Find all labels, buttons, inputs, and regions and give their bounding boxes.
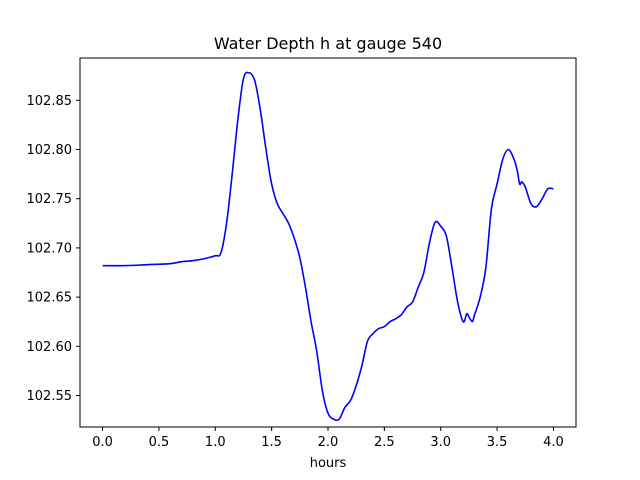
x-tick-label: 3.0 (430, 435, 451, 450)
y-tick-label: 102.55 (27, 389, 73, 404)
chart-title: Water Depth h at gauge 540 (214, 34, 442, 53)
y-tick-label: 102.80 (27, 143, 73, 158)
x-tick-label: 2.5 (374, 435, 395, 450)
x-tick-label: 0.0 (92, 435, 113, 450)
x-tick-label: 1.5 (261, 435, 282, 450)
y-tick-label: 102.85 (27, 94, 73, 109)
x-tick-label: 1.0 (205, 435, 226, 450)
x-tick-label: 4.0 (543, 435, 564, 450)
x-axis-ticks: 0.0 0.5 1.0 1.5 2.0 2.5 3.0 3.5 4.0 (92, 427, 564, 450)
y-axis-ticks: 102.55 102.60 102.65 102.70 102.75 102.80 102.… (27, 94, 80, 404)
x-axis-label: hours (310, 456, 347, 471)
y-tick-label: 102.75 (27, 192, 73, 207)
y-tick-label: 102.65 (27, 291, 73, 306)
x-tick-label: 0.5 (149, 435, 170, 450)
series-line (102, 71, 554, 422)
y-tick-label: 102.70 (27, 241, 73, 256)
plot-area (102, 71, 554, 422)
y-tick-label: 102.60 (27, 340, 73, 355)
x-tick-label: 3.5 (487, 435, 508, 450)
x-tick-label: 2.0 (318, 435, 339, 450)
plot-frame (79, 57, 577, 428)
